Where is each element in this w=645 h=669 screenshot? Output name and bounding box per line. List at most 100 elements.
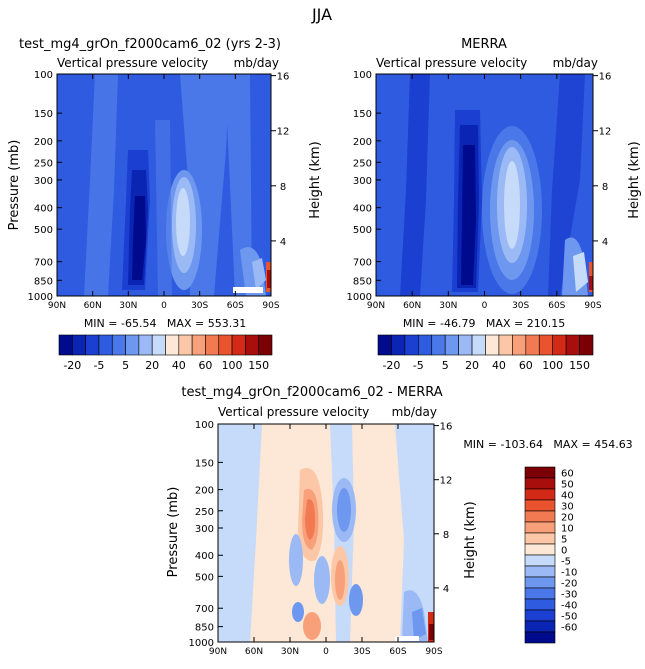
- colorbar-swatch: [431, 334, 446, 356]
- panel-model-field: [57, 74, 271, 296]
- colorbar-swatch: [125, 334, 140, 356]
- pressure-tick-label: 850: [353, 276, 372, 287]
- height-tick-label: 12: [277, 127, 290, 138]
- height-tick-label: 4: [280, 237, 286, 248]
- colorbar-swatch: [524, 499, 556, 512]
- colorbar-swatch: [524, 466, 556, 479]
- colorbar-swatch: [565, 334, 580, 356]
- colorbar-swatch: [524, 510, 556, 523]
- colorbar-swatch: [165, 334, 180, 356]
- pressure-tick-label: 500: [195, 572, 214, 583]
- height-tick-label: 16: [599, 72, 612, 83]
- lat-tick-label: 60N: [245, 647, 263, 657]
- panel-obs-title: MERRA: [461, 37, 507, 52]
- colorbar-label: 40: [561, 491, 574, 502]
- lat-tick-label: 30S: [191, 301, 208, 311]
- season-title: JJA: [311, 5, 332, 24]
- colorbar-swatch: [458, 334, 473, 356]
- pressure-tick-label: 850: [34, 276, 53, 287]
- colorbar-swatch: [579, 334, 594, 356]
- lat-tick-label: 60S: [548, 301, 565, 311]
- lat-tick-label: 30N: [119, 301, 137, 311]
- colorbar-swatch: [524, 565, 556, 578]
- pressure-tick-label: 700: [195, 604, 214, 615]
- pressure-tick-label: 250: [195, 507, 214, 518]
- colorbar-label: 40: [492, 359, 506, 372]
- pressure-tick-label: 150: [195, 458, 214, 469]
- colorbar-label: 5: [122, 359, 129, 372]
- colorbar-label: 5: [442, 359, 449, 372]
- colorbar-swatch: [471, 334, 486, 356]
- colorbar-swatch: [191, 334, 206, 356]
- colorbar-swatch: [444, 334, 459, 356]
- pressure-tick-label: 100: [34, 70, 53, 81]
- lat-tick-label: 30S: [512, 301, 529, 311]
- panel-diff-ylabel: Pressure (mb): [166, 487, 181, 578]
- colorbar-label: -10: [561, 568, 577, 579]
- colorbar-label: 60: [519, 359, 533, 372]
- colorbar-swatch: [218, 334, 233, 356]
- pressure-tick-label: 250: [34, 158, 53, 169]
- colorbar-label: 10: [561, 524, 574, 535]
- lat-tick-label: 90N: [48, 301, 66, 311]
- lat-tick-label: 90S: [584, 301, 601, 311]
- colorbar-label: -5: [413, 359, 424, 372]
- panel-diff: test_mg4_grOn_f2000cam6_02 - MERRA Verti…: [166, 385, 633, 657]
- pressure-tick-label: 200: [195, 486, 214, 497]
- pressure-tick-label: 150: [353, 109, 372, 120]
- panel-model-title: test_mg4_grOn_f2000cam6_02 (yrs 2-3): [19, 37, 281, 52]
- colorbar-label: 0: [561, 546, 567, 557]
- lat-tick-label: 90S: [262, 301, 279, 311]
- lat-tick-label: 30N: [281, 647, 299, 657]
- colorbar-label: 100: [222, 359, 243, 372]
- colorbar-swatch: [85, 334, 100, 356]
- pressure-tick-label: 100: [195, 420, 214, 431]
- height-tick-label: 12: [440, 476, 453, 487]
- colorbar-label: 150: [569, 359, 590, 372]
- colorbar-swatch: [231, 334, 246, 356]
- panel-obs-field: [376, 74, 593, 296]
- colorbar-swatch: [138, 334, 153, 356]
- panel-model-ylabel: Pressure (mb): [7, 140, 22, 231]
- panel-obs: MERRA Vertical pressure velocity mb/day …: [347, 37, 642, 330]
- colorbar-swatch: [178, 334, 193, 356]
- pressure-tick-label: 400: [34, 204, 53, 215]
- lat-tick-label: 60S: [389, 647, 406, 657]
- colorbar-swatch: [525, 334, 540, 356]
- pressure-tick-label: 1000: [28, 292, 53, 303]
- pressure-tick-label: 200: [34, 137, 53, 148]
- lat-tick-label: 0: [323, 647, 329, 657]
- panel-diff-units: mb/day: [392, 405, 437, 419]
- colorbar-swatch: [524, 576, 556, 589]
- height-tick-label: 16: [440, 422, 453, 433]
- panel-obs-units: mb/day: [553, 56, 598, 70]
- height-tick-label: 4: [602, 237, 608, 248]
- lat-tick-label: 60N: [84, 301, 102, 311]
- panel-model-units: mb/day: [234, 56, 279, 70]
- height-tick-label: 8: [280, 182, 286, 193]
- colorbar-label: 20: [465, 359, 479, 372]
- colorbar-swatch: [524, 477, 556, 490]
- pressure-tick-label: 1000: [189, 638, 214, 649]
- colorbar-label: 60: [561, 469, 574, 480]
- panel-obs-subtitle: Vertical pressure velocity: [376, 56, 527, 70]
- colorbar-model: -20 -5 5 20 40 60 100 150: [58, 334, 273, 372]
- lat-tick-label: 0: [482, 301, 488, 311]
- panel-diff-subtitle: Vertical pressure velocity: [218, 405, 369, 419]
- lat-tick-label: 30S: [353, 647, 370, 657]
- pressure-tick-label: 400: [195, 551, 214, 562]
- colorbar-label: 20: [561, 513, 574, 524]
- colorbar-swatch: [111, 334, 126, 356]
- colorbar-swatch: [524, 620, 556, 633]
- lat-tick-label: 60N: [403, 301, 421, 311]
- colorbar-label: 40: [172, 359, 186, 372]
- lat-tick-label: 0: [161, 301, 167, 311]
- colorbar-swatch: [72, 334, 86, 356]
- colorbar-label: -60: [561, 623, 577, 634]
- colorbar-label: 20: [145, 359, 159, 372]
- pressure-tick-label: 300: [353, 176, 372, 187]
- lat-tick-label: 90N: [209, 647, 227, 657]
